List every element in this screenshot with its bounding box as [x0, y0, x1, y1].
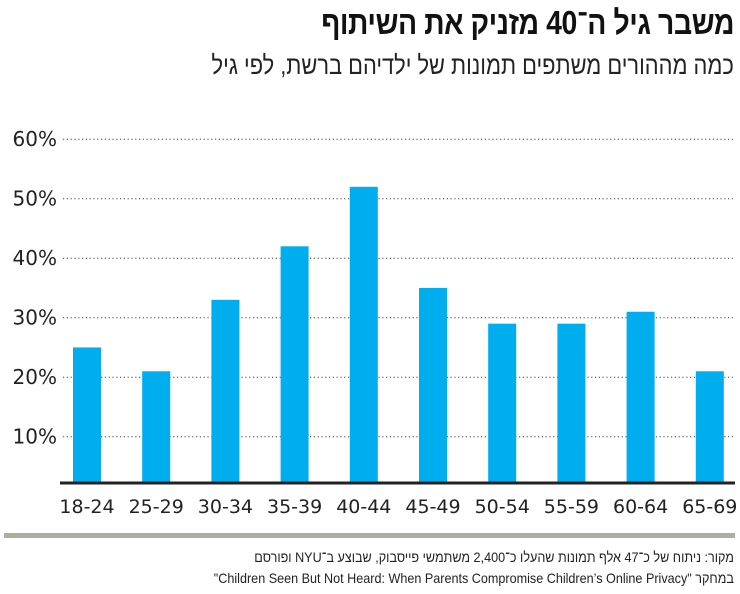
x-tick-label: 45-49 — [405, 496, 460, 518]
bar-18-24 — [73, 347, 101, 483]
y-tick-label: 20% — [13, 365, 57, 389]
bar-25-29 — [142, 371, 171, 483]
x-tick-label: 60-64 — [613, 496, 668, 518]
y-tick-label: 40% — [13, 246, 57, 270]
x-tick-label: 50-54 — [475, 496, 530, 518]
y-tick-label: 50% — [13, 187, 57, 211]
bar-35-39 — [280, 246, 309, 483]
y-tick-label: 10% — [13, 425, 57, 449]
bar-40-44 — [349, 186, 378, 484]
bar-65-69 — [695, 371, 724, 483]
x-tick-label: 40-44 — [336, 496, 391, 518]
y-tick-label: 30% — [13, 306, 57, 330]
bar-chart: 10% 20% 30% 40% 50% 60% 18-24 25-29 30-34 35-39 40… — [13, 127, 738, 518]
source-line-1: מקור: ניתוח של כ־47 אלף תמונות שהעלו כ־2… — [254, 549, 734, 565]
bar-45-49 — [419, 287, 447, 483]
x-tick-label: 35-39 — [267, 496, 322, 518]
bar-60-64 — [626, 311, 655, 483]
bar-55-59 — [557, 323, 586, 483]
x-tick-label: 18-24 — [59, 496, 114, 518]
divider-rule — [4, 533, 735, 538]
chart-subtitle: כמה מההורים משתפים תמונות של ילדיהם ברשת… — [211, 50, 734, 80]
chart-title: משבר גיל ה־40 מזניק את השיתוף — [321, 4, 734, 41]
bar-30-34 — [211, 299, 240, 483]
bar-50-54 — [488, 323, 517, 483]
source-line-2: במחקר "Children Seen But Not Heard: When… — [213, 570, 734, 586]
y-tick-label: 60% — [13, 127, 57, 151]
x-tick-label: 25-29 — [129, 496, 184, 518]
x-tick-label: 55-59 — [544, 496, 599, 518]
x-tick-label: 65-69 — [682, 496, 737, 518]
x-tick-label: 30-34 — [198, 496, 253, 518]
